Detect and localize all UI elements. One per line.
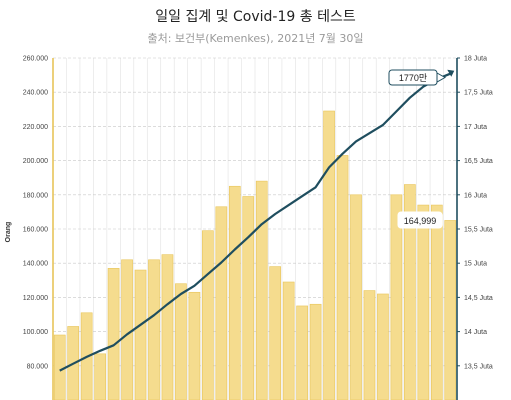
y-tick-label: 180.000 [23,192,48,199]
bar [161,254,174,400]
bar [134,269,147,400]
y-axis-label: Orang [5,222,12,243]
bar [121,259,133,400]
bar [417,204,430,400]
bar [296,305,308,400]
chart-title: 일일 집계 및 Covid-19 총 테스트 [155,9,356,25]
annotation-box-daily [397,211,443,229]
y-tick-label: 120.000 [23,295,48,302]
bar [309,303,322,400]
line-arrowhead [447,69,455,77]
y2-tick-label: 14,5 Juta [464,295,493,302]
y-tick-label: 140.000 [23,261,48,268]
bar [94,353,106,400]
bar [282,281,295,400]
bar [377,293,389,400]
y2-tick-label: 18 Juta [464,56,487,63]
y-tick-label: 100.000 [23,329,48,336]
bar [228,185,241,400]
annotation-total-tests: 1770만 [399,73,427,83]
y-tick-label: 200.000 [23,158,48,165]
bar [242,196,255,400]
y2-tick-label: 17 Juta [464,124,487,131]
chart-subtitle: 출처: 보건부(Kemenkes), 2021년 7월 30일 [147,32,364,45]
y2-tick-label: 16,5 Juta [464,158,493,165]
annotation-daily-count: 164,999 [404,216,437,226]
bar [336,155,349,400]
bar [202,230,214,400]
y-tick-label: 220.000 [23,124,48,131]
y-tick-label: 260.000 [23,56,48,63]
bar [107,268,120,400]
bar [148,259,160,400]
bar [215,206,228,400]
bar [323,110,335,400]
bar [175,283,187,400]
y2-tick-label: 14 Juta [464,329,487,336]
y-tick-label: 160.000 [23,227,48,234]
y-tick-label: 240.000 [23,90,48,97]
bar [188,291,201,400]
y2-tick-label: 16 Juta [464,192,487,199]
bar [404,184,416,400]
y2-tick-label: 13,5 Juta [464,363,493,370]
line-series-total-tests [59,72,451,372]
bar [269,266,282,400]
bar [390,194,403,400]
y2-tick-label: 15,5 Juta [464,227,493,234]
y2-tick-label: 15 Juta [464,261,487,268]
bar [255,180,268,400]
bar [444,220,457,400]
annotation-pointer-total [436,72,447,83]
bar [430,204,443,400]
bar [363,290,376,400]
y-tick-label: 80.000 [27,363,49,370]
bar [350,194,362,400]
y2-tick-label: 17,5 Juta [464,90,493,97]
